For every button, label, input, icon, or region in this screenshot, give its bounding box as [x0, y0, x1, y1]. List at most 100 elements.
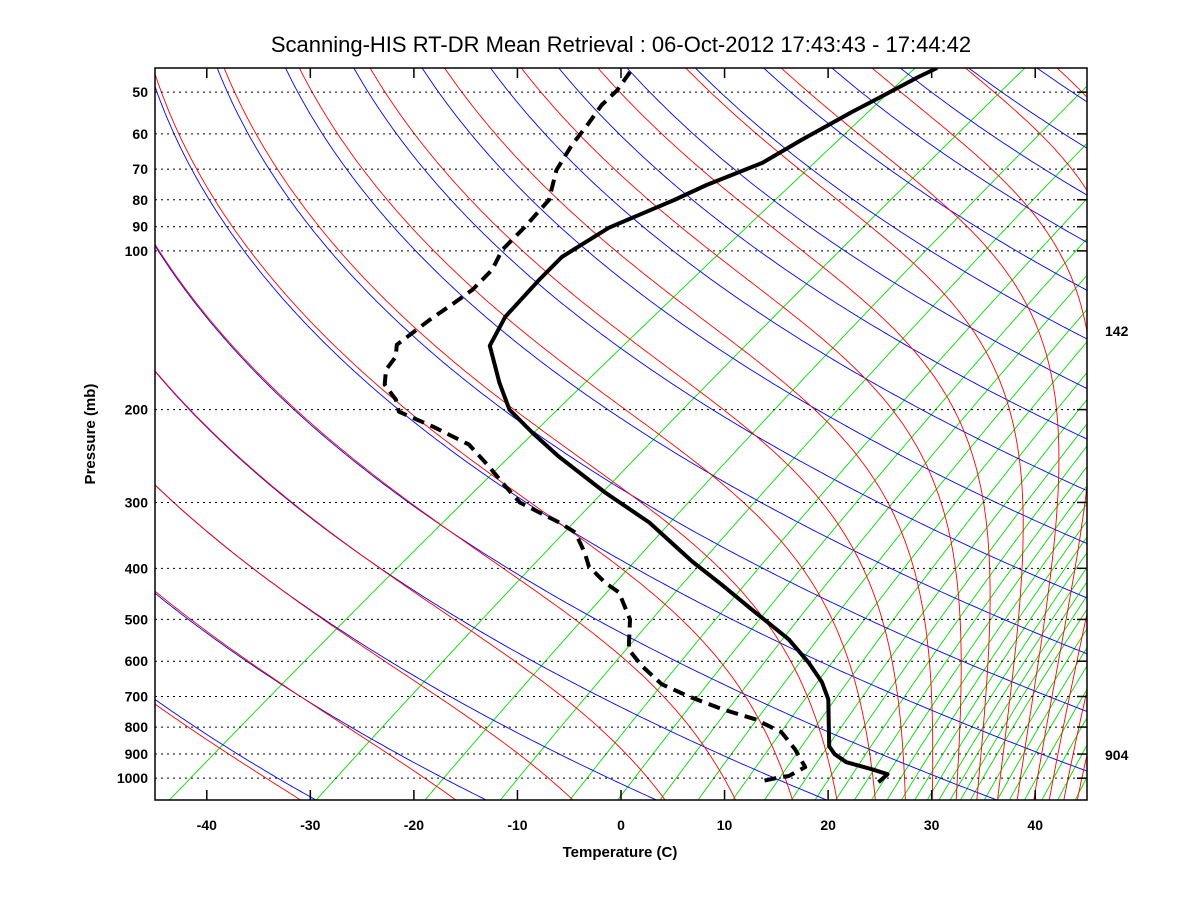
y-tick-label: 300 — [125, 494, 149, 510]
moist-adiabat-line — [1103, 67, 1200, 800]
moist-adiabat-line — [298, 68, 876, 800]
y-tick-label: 600 — [125, 653, 149, 669]
temperature-profile-line — [487, 68, 938, 784]
moist-adiabat-line — [1091, 67, 1200, 800]
x-tick-label: 10 — [717, 817, 733, 833]
moist-adiabat-line — [155, 243, 736, 800]
x-tick-label: 30 — [924, 817, 940, 833]
dry-adiabat-line — [694, 68, 1087, 340]
dry-adiabat-line — [216, 68, 1087, 712]
dry-adiabat-line — [155, 84, 1087, 772]
mixing-ratio-line — [996, 646, 1087, 800]
moist-adiabat-line — [597, 68, 991, 800]
dry-adiabat-line — [155, 370, 827, 800]
mixing-ratio-line — [617, 237, 1087, 800]
dry-adiabat-line — [558, 68, 1087, 440]
dry-adiabat-line — [421, 68, 1087, 545]
axis-ticks — [206, 68, 1087, 800]
mixing-ratio-line — [659, 274, 1087, 800]
dry-adiabat-line — [763, 68, 1087, 291]
moist-adiabat-line — [685, 68, 1024, 800]
mixing-ratio-line — [500, 142, 1087, 800]
moist-adiabat-line — [155, 72, 793, 800]
moist-adiabat-line — [444, 68, 934, 800]
dry-adiabat-line — [899, 68, 1087, 196]
moist-adiabat-line — [155, 484, 574, 800]
dry-adiabat-line — [626, 68, 1087, 390]
y-axis-label: Pressure (mb) — [82, 384, 99, 485]
x-axis-label: Temperature (C) — [563, 844, 678, 861]
y-tick-label: 90 — [132, 219, 148, 235]
moist-adiabat-line — [155, 590, 457, 800]
dry-adiabat-line — [831, 68, 1087, 243]
mixing-ratio-line — [970, 608, 1087, 800]
x-tick-label: -40 — [197, 817, 217, 833]
mixing-ratio-line — [1009, 665, 1087, 800]
y-tick-label: 50 — [132, 84, 148, 100]
moist-adiabat-line — [520, 68, 962, 800]
dry-adiabat-line — [155, 244, 998, 800]
dry-adiabat-line — [155, 592, 487, 800]
moist-adiabat-line — [369, 68, 906, 800]
mixing-ratio-line — [791, 398, 1087, 800]
moist-adiabat-line — [0, 67, 125, 800]
sounding-profiles — [382, 68, 938, 784]
dry-adiabat-line — [489, 68, 1087, 492]
mixing-ratio-line — [1091, 67, 1200, 800]
moist-adiabat-line — [223, 68, 838, 800]
mixing-ratio-line — [697, 308, 1087, 800]
mixing-ratio-line — [901, 519, 1087, 800]
mixing-ratio-line — [1074, 776, 1087, 800]
x-tick-label: 40 — [1027, 817, 1043, 833]
x-tick-label: -30 — [300, 817, 320, 833]
mixing-ratio-line — [835, 445, 1087, 800]
moist-adiabat-line — [871, 68, 1087, 800]
y-tick-label: 1000 — [117, 770, 148, 786]
x-tick-label: 0 — [617, 817, 625, 833]
moist-adiabat-line — [1136, 67, 1200, 800]
y-tick-label: 900 — [125, 746, 149, 762]
right-annotation-label: 142 — [1105, 323, 1129, 339]
plot-background — [155, 68, 1087, 800]
moist-adiabat-line — [1115, 67, 1200, 800]
y-tick-label: 500 — [125, 611, 149, 627]
y-tick-label: 100 — [125, 243, 149, 259]
chart-title: Scanning-HIS RT-DR Mean Retrieval : 06-O… — [271, 32, 971, 57]
dewpoint-profile-line — [382, 70, 808, 784]
mixing-ratio-line — [764, 371, 1087, 800]
moist-adiabat-line — [1126, 67, 1200, 800]
x-tick-labels: -40 -30 -20 -10 0 10 20 30 40 — [197, 817, 1044, 833]
mixing-ratio-line — [814, 423, 1087, 800]
y-tick-labels: 50 60 70 80 90 100 200 300 400 500 600 700 800 900 100… — [117, 84, 148, 786]
background-lines — [0, 67, 1200, 800]
y-tick-label: 400 — [125, 560, 149, 576]
dry-adiabat-line — [155, 484, 657, 800]
mixing-ratio-line — [938, 566, 1087, 800]
mixing-ratio-line — [315, 68, 1026, 800]
moist-adiabat-line — [780, 68, 1060, 800]
dry-adiabat-line — [353, 68, 1087, 599]
right-annotation-label: 904 — [1105, 747, 1129, 763]
mixing-ratio-line — [569, 198, 1087, 800]
y-tick-label: 200 — [125, 402, 149, 418]
mixing-ratio-line — [983, 627, 1087, 800]
x-tick-label: -10 — [507, 817, 527, 833]
y-tick-label: 80 — [132, 192, 148, 208]
x-tick-label: 20 — [820, 817, 836, 833]
moist-adiabat-line — [1076, 753, 1087, 800]
mixing-ratio-line — [871, 485, 1087, 800]
y-tick-label: 60 — [132, 126, 148, 142]
mixing-ratio-line — [854, 465, 1087, 800]
y-tick-label: 700 — [125, 688, 149, 704]
mixing-ratio-line — [960, 595, 1087, 800]
mixing-ratio-line — [886, 503, 1087, 800]
x-tick-label: -20 — [404, 817, 424, 833]
moist-adiabat-line — [155, 370, 666, 800]
dry-adiabat-line — [284, 68, 1087, 655]
right-annotations: 142 904 — [1105, 323, 1129, 763]
y-tick-label: 800 — [125, 719, 149, 735]
mixing-ratio-line — [949, 581, 1087, 800]
y-tick-label: 70 — [132, 161, 148, 177]
mixing-ratio-line — [914, 536, 1087, 800]
